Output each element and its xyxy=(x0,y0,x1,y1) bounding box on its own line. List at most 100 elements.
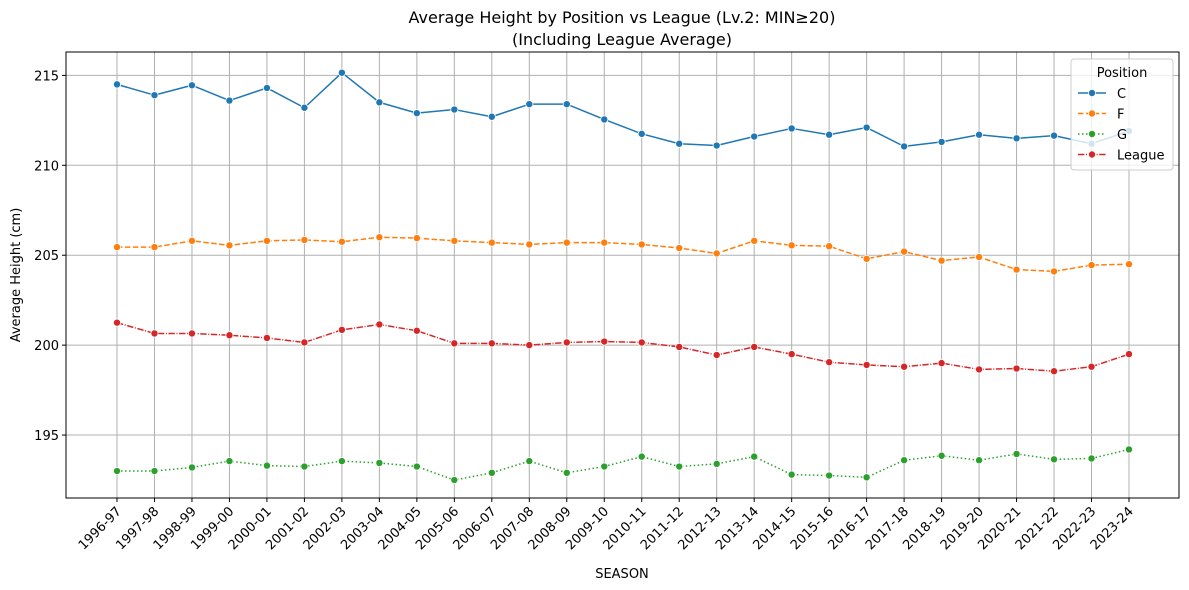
series-line-f xyxy=(117,236,1130,273)
data-point-c xyxy=(1012,134,1021,143)
x-axis-label: SEASON xyxy=(595,567,649,582)
grid-lines xyxy=(66,52,1179,498)
legend-marker-league xyxy=(1088,150,1097,159)
data-point-c xyxy=(900,142,909,151)
data-point-c xyxy=(675,139,684,148)
data-point-f xyxy=(300,235,309,244)
data-point-g xyxy=(975,456,984,465)
data-point-league xyxy=(262,333,271,342)
data-point-f xyxy=(825,242,834,251)
data-point-f xyxy=(675,244,684,253)
data-point-f xyxy=(113,243,122,252)
data-point-f xyxy=(337,237,346,246)
data-point-f xyxy=(1050,267,1059,276)
data-point-league xyxy=(337,325,346,334)
legend-title: Position xyxy=(1097,66,1148,81)
data-point-g xyxy=(1125,445,1134,454)
data-point-c xyxy=(562,100,571,109)
data-point-g xyxy=(637,452,646,461)
data-point-league xyxy=(225,331,234,340)
data-point-league xyxy=(562,338,571,347)
data-point-f xyxy=(450,236,459,245)
data-point-g xyxy=(712,459,721,468)
data-point-g xyxy=(1012,449,1021,458)
data-point-g xyxy=(187,463,196,472)
data-point-f xyxy=(712,249,721,258)
data-point-league xyxy=(750,342,759,351)
data-point-c xyxy=(300,103,309,112)
data-point-g xyxy=(375,458,384,467)
data-point-c xyxy=(1050,131,1059,140)
chart-title: Average Height by Position vs League (Lv… xyxy=(409,8,836,27)
data-point-league xyxy=(712,351,721,360)
data-point-league xyxy=(1012,364,1021,373)
data-point-g xyxy=(562,468,571,477)
data-point-c xyxy=(787,124,796,133)
y-tick-label: 195 xyxy=(34,429,59,444)
data-point-c xyxy=(187,81,196,90)
data-point-league xyxy=(900,362,909,371)
data-point-f xyxy=(262,236,271,245)
data-point-f xyxy=(975,253,984,262)
data-point-f xyxy=(787,241,796,250)
data-point-c xyxy=(862,123,871,132)
data-point-league xyxy=(825,358,834,367)
y-tick-label: 205 xyxy=(34,249,59,264)
data-point-g xyxy=(337,457,346,466)
legend-box xyxy=(1070,58,1174,171)
data-point-g xyxy=(225,457,234,466)
data-point-f xyxy=(525,240,534,249)
data-point-league xyxy=(862,360,871,369)
data-point-league xyxy=(525,341,534,350)
legend-label-league: League xyxy=(1117,149,1164,164)
y-tick-label: 215 xyxy=(34,69,59,84)
data-point-f xyxy=(1012,265,1021,274)
data-point-league xyxy=(375,320,384,329)
data-point-league xyxy=(187,329,196,338)
data-point-league xyxy=(937,359,946,368)
data-point-f xyxy=(487,238,496,247)
data-point-c xyxy=(412,109,421,118)
data-point-league xyxy=(450,339,459,348)
data-point-g xyxy=(825,471,834,480)
data-point-g xyxy=(412,462,421,471)
legend: Position CFG League xyxy=(1070,58,1174,171)
legend-label-c: C xyxy=(1117,87,1126,102)
legend-marker-g xyxy=(1088,129,1097,138)
y-axis: 195 200 205 210 215 xyxy=(34,69,66,444)
legend-marker-f xyxy=(1088,109,1097,118)
series-line-league xyxy=(116,321,1130,372)
data-point-c xyxy=(450,105,459,114)
y-axis-label: Average Height (cm) xyxy=(9,208,24,343)
data-point-c xyxy=(600,115,609,124)
data-point-g xyxy=(525,457,534,466)
legend-label-f: F xyxy=(1117,108,1124,123)
data-point-league xyxy=(1087,362,1096,371)
y-tick-label: 200 xyxy=(34,339,59,354)
data-point-c xyxy=(337,68,346,77)
data-point-f xyxy=(750,236,759,245)
data-point-f xyxy=(1125,260,1134,269)
data-point-league xyxy=(600,337,609,346)
data-point-c xyxy=(150,91,159,100)
x-axis: 1996-971997-981998-991999-002000-012001-… xyxy=(76,498,1137,553)
data-point-c xyxy=(525,100,534,109)
data-point-c xyxy=(225,96,234,105)
data-point-f xyxy=(150,243,159,252)
data-point-g xyxy=(787,470,796,479)
data-point-f xyxy=(187,236,196,245)
data-point-g xyxy=(1050,455,1059,464)
data-point-f xyxy=(862,254,871,263)
data-point-c xyxy=(825,130,834,139)
data-point-g xyxy=(113,467,122,476)
data-point-g xyxy=(862,473,871,482)
data-point-c xyxy=(113,80,122,89)
data-point-c xyxy=(750,132,759,141)
data-point-f xyxy=(900,247,909,256)
data-point-league xyxy=(975,365,984,374)
data-point-g xyxy=(1087,454,1096,463)
data-point-league xyxy=(113,318,122,327)
data-point-c xyxy=(375,98,384,107)
series-layer xyxy=(113,68,1134,485)
